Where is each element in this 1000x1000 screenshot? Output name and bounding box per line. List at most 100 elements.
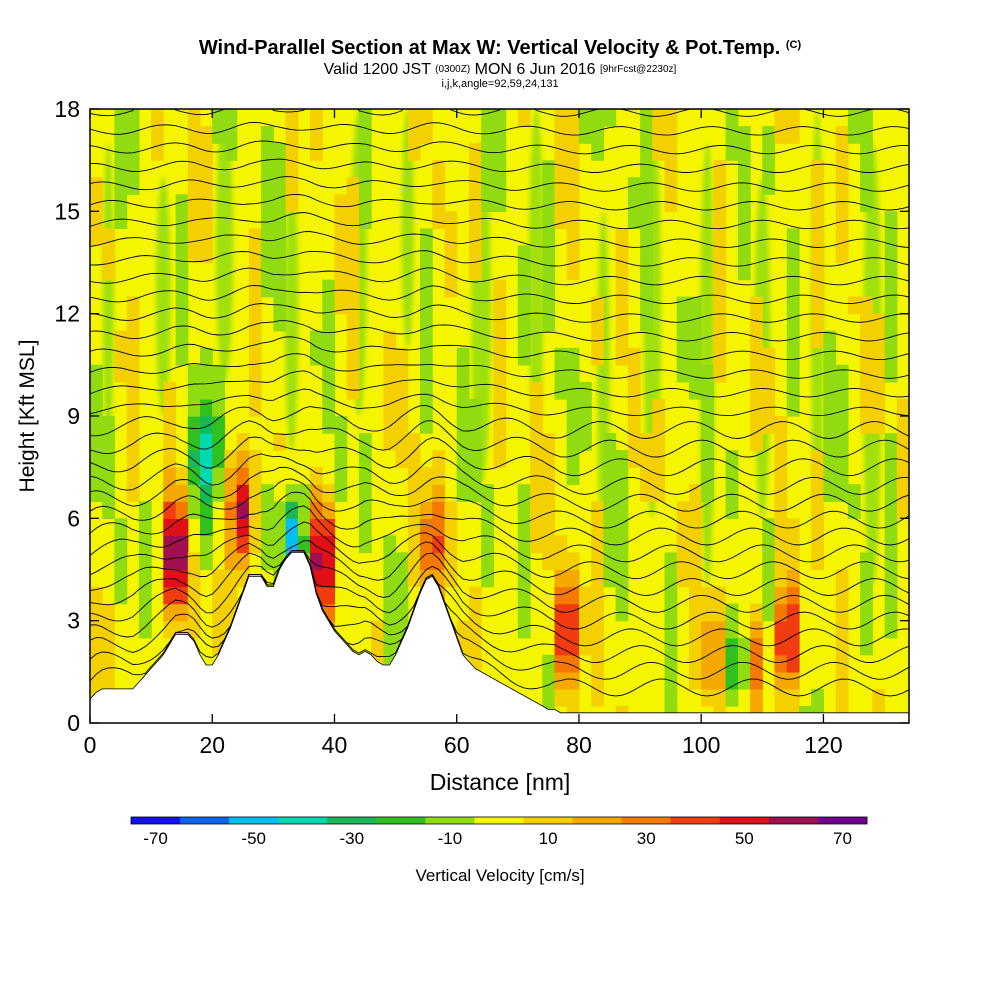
field-cell [640, 160, 653, 178]
field-cell [90, 177, 103, 195]
field-cell [627, 398, 641, 417]
field-cell [542, 552, 556, 571]
field-cell [554, 126, 568, 144]
field-cell [725, 620, 739, 639]
field-cell [615, 518, 629, 536]
field-cell [713, 177, 727, 195]
field-cell [823, 330, 837, 349]
field-cell [860, 569, 873, 588]
field-cell [896, 416, 909, 434]
chart-title: Wind-Parallel Section at Max W: Vertical… [0, 37, 1000, 60]
field-cell [627, 450, 641, 468]
field-cell [175, 296, 189, 315]
field-cell [884, 552, 898, 571]
field-cell [187, 177, 201, 195]
field-cell [126, 433, 140, 451]
field-cell [102, 262, 115, 281]
field-cell [689, 586, 702, 605]
field-cell [310, 126, 323, 144]
field-cell [322, 279, 336, 298]
field-cell [517, 501, 531, 519]
field-cell [126, 484, 140, 502]
field-cell [884, 535, 898, 554]
field-cell [664, 143, 678, 161]
field-cell [786, 279, 800, 298]
field-cell [860, 381, 873, 400]
field-cell [566, 262, 580, 281]
field-cell [554, 569, 568, 588]
field-cell [542, 313, 556, 332]
field-cell [554, 535, 568, 554]
field-cell [896, 450, 909, 468]
field-cell [90, 416, 103, 434]
field-cell [297, 535, 311, 554]
field-cell [750, 688, 763, 707]
theta-isoline [90, 285, 909, 305]
field-cell [468, 398, 482, 417]
field-cell [676, 501, 690, 519]
field-cell [114, 569, 128, 588]
field-cell [566, 552, 580, 571]
field-cell [163, 416, 177, 434]
theta-isoline [90, 436, 909, 477]
field-cell [114, 364, 128, 383]
field-cell [468, 245, 482, 264]
field-cell [701, 467, 714, 485]
field-cell [713, 688, 727, 707]
field-cell [811, 450, 824, 468]
field-cell [860, 126, 873, 144]
field-cell [860, 143, 873, 161]
field-cell [346, 347, 360, 366]
field-cell [725, 109, 739, 127]
field-cell [835, 245, 849, 264]
field-cell [762, 381, 776, 400]
x-tick-label: 0 [84, 732, 97, 758]
theta-isoline [90, 140, 909, 155]
field-cell [456, 450, 470, 468]
field-cell [603, 467, 617, 485]
field-cell [579, 398, 592, 417]
field-cell [261, 501, 274, 519]
field-cell [786, 296, 800, 315]
field-cell [823, 433, 837, 451]
field-cell [248, 347, 262, 366]
field-cell [273, 245, 287, 264]
field-cell [407, 552, 421, 571]
field-cell [420, 245, 433, 264]
field-cell [481, 194, 494, 212]
field-cell [346, 245, 360, 264]
field-cell [566, 211, 580, 229]
field-cell [591, 620, 604, 639]
field-cell [248, 450, 262, 468]
velocity-field [90, 109, 909, 723]
field-cell [102, 245, 115, 264]
field-cell [579, 620, 592, 639]
field-cell [102, 416, 115, 434]
field-cell [90, 586, 103, 605]
field-cell [114, 347, 128, 366]
terrain-profile [90, 552, 909, 723]
field-cell [615, 501, 629, 519]
field-cell [664, 688, 678, 707]
field-cell [261, 552, 274, 571]
field-cell [493, 330, 507, 349]
field-cell [713, 211, 727, 229]
field-cell [884, 347, 898, 366]
field-cell [811, 467, 824, 485]
field-cell [591, 313, 604, 332]
colorbar-bin [229, 817, 279, 824]
field-cell [591, 296, 604, 315]
field-cell [750, 398, 763, 417]
valid-forecast: [9hrFcst@2230z] [600, 64, 677, 75]
field-cell [762, 603, 776, 622]
theta-isoline [90, 158, 909, 173]
field-cell [689, 671, 702, 690]
field-cell [358, 484, 372, 502]
field-cell [872, 364, 886, 383]
field-cell [432, 467, 446, 485]
field-cell [786, 671, 800, 690]
field-cell [334, 450, 348, 468]
field-cell [407, 450, 421, 468]
field-cell [591, 586, 604, 605]
field-cell [713, 160, 727, 178]
